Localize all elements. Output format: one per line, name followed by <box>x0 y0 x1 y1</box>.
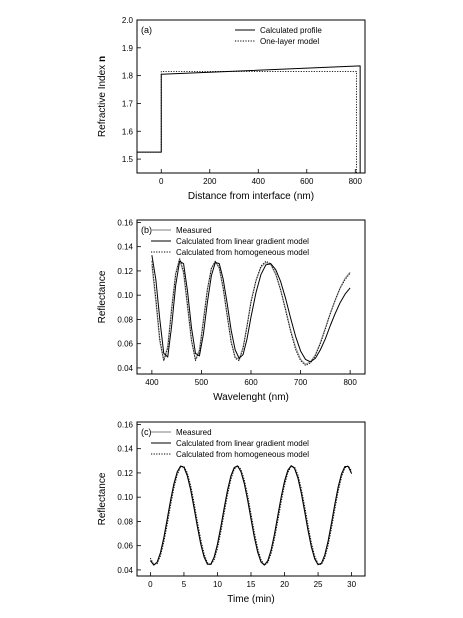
y-axis-label: Reflectance <box>97 472 108 525</box>
x-axis-label: Distance from interface (nm) <box>188 191 314 202</box>
y-axis-label-symbol: n <box>97 56 108 62</box>
x-tick-label: 600 <box>300 177 314 186</box>
plot-area <box>151 255 351 366</box>
series-line-2 <box>137 71 357 173</box>
y-tick-label: 0.08 <box>117 315 133 324</box>
panel-label: (b) <box>141 225 152 235</box>
panel-a: 0 200 400 600 800 1.5 1.6 1.7 1.8 1.9 2.0 Distance … <box>97 16 366 202</box>
x-tick-label: 30 <box>347 580 356 589</box>
y-tick-label: 1.7 <box>122 99 134 108</box>
panel-label: (c) <box>141 427 152 437</box>
y-tick-label: 0.14 <box>117 445 133 454</box>
legend-label-2: Calculated from linear gradient model <box>176 439 309 448</box>
y-tick-label: 1.5 <box>122 155 134 164</box>
legend-label-3: Calculated from homogeneous model <box>176 450 309 459</box>
y-axis-label: Refractive Index n <box>97 56 108 137</box>
x-tick-label: 10 <box>213 580 222 589</box>
y-tick-label: 2.0 <box>122 16 134 25</box>
y-tick-label: 0.10 <box>117 291 133 300</box>
x-tick-label: 15 <box>247 580 256 589</box>
y-tick-label: 0.16 <box>117 420 133 429</box>
x-tick-label: 700 <box>294 378 308 387</box>
legend-label-1: Calculated profile <box>260 26 322 35</box>
series-line-1 <box>149 465 353 566</box>
y-tick-label: 0.08 <box>117 517 133 526</box>
panel-c: 0 5 10 15 20 25 30 0.04 0.06 0.08 0.10 0.12 0.14 0.16… <box>97 420 366 605</box>
y-tick-label: 0.06 <box>117 340 133 349</box>
plot-area <box>137 65 361 173</box>
series-line-2 <box>150 465 353 566</box>
series-line-1 <box>137 65 361 173</box>
x-tick-label: 600 <box>244 378 258 387</box>
x-tick-label: 25 <box>314 580 323 589</box>
x-tick-label: 400 <box>145 378 159 387</box>
y-tick-label: 0.12 <box>117 267 133 276</box>
y-tick-label: 0.12 <box>117 469 133 478</box>
y-tick-label: 1.9 <box>122 44 134 53</box>
y-tick-label: 1.8 <box>122 72 134 81</box>
series-line-3 <box>151 258 351 366</box>
legend-label-3: Calculated from homogeneous model <box>176 248 309 257</box>
x-tick-label: 800 <box>343 378 357 387</box>
x-tick-label: 0 <box>159 177 164 186</box>
y-axis-label: Reflectance <box>97 270 108 323</box>
x-tick-label: 0 <box>148 580 153 589</box>
x-tick-label: 800 <box>349 177 363 186</box>
legend-label-1: Measured <box>176 428 212 437</box>
plot-frame <box>136 19 366 174</box>
series-line-3 <box>150 465 352 566</box>
x-tick-label: 5 <box>182 580 187 589</box>
x-axis-label: Time (min) <box>227 594 274 605</box>
x-tick-label: 400 <box>252 177 266 186</box>
legend-label-2: Calculated from linear gradient model <box>176 237 309 246</box>
y-tick-label: 0.16 <box>117 218 133 227</box>
y-tick-label: 0.04 <box>117 364 133 373</box>
legend-label-1: Measured <box>176 226 212 235</box>
y-tick-label: 1.6 <box>122 127 134 136</box>
x-axis-label: Wavelenght (nm) <box>213 392 289 403</box>
y-tick-label: 0.14 <box>117 243 133 252</box>
legend-label-2: One-layer model <box>260 37 319 46</box>
series-line-1 <box>151 258 351 365</box>
panel-b: 400 500 600 700 800 0.04 0.06 0.08 0.10 0.12 0.14 0… <box>97 218 366 403</box>
x-tick-label: 500 <box>195 378 209 387</box>
series-line-2 <box>151 255 351 363</box>
plot-area <box>149 465 353 566</box>
panel-label: (a) <box>141 25 152 35</box>
y-tick-label: 0.10 <box>117 493 133 502</box>
x-tick-label: 20 <box>280 580 289 589</box>
y-tick-label: 0.04 <box>117 566 133 575</box>
y-tick-label: 0.06 <box>117 542 133 551</box>
x-tick-label: 200 <box>203 177 217 186</box>
